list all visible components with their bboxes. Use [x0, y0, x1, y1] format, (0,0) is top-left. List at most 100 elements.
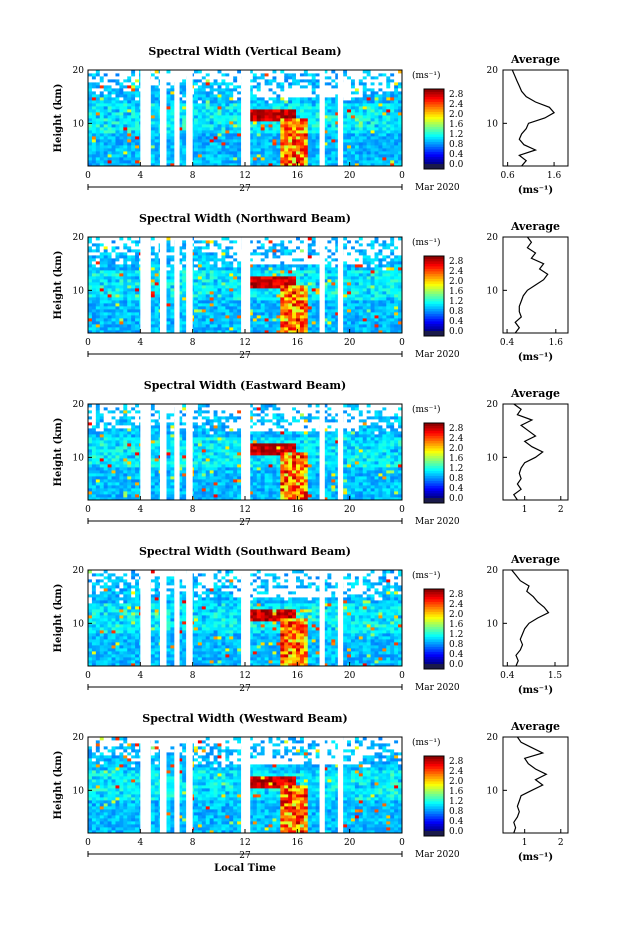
heatmap-cell: [358, 330, 364, 334]
heatmap-cell: [178, 94, 183, 98]
heatmap-cell: [303, 127, 309, 131]
heatmap-cell: [284, 139, 289, 143]
heatmap-cell: [182, 267, 187, 271]
heatmap-cell: [95, 106, 101, 110]
heatmap-cell: [213, 309, 218, 313]
heatmap-cell: [221, 148, 226, 152]
heatmap-cell: [252, 73, 258, 77]
heatmap-cell: [260, 252, 266, 256]
heatmap-cell: [303, 124, 309, 128]
heatmap-cell: [323, 88, 328, 92]
heatmap-cell: [91, 112, 97, 116]
heatmap-cell: [347, 261, 352, 265]
heatmap-cell: [182, 139, 187, 143]
heatmap-cell: [193, 124, 199, 128]
heatmap-cell: [178, 157, 183, 161]
heatmap-cell: [323, 327, 328, 331]
heatmap-cell: [233, 145, 238, 149]
heatmap-cell: [95, 261, 101, 265]
heatmap-cell: [229, 261, 234, 265]
heatmap-cell: [296, 76, 301, 80]
heatmap-cell: [119, 100, 124, 104]
heatmap-cell: [303, 100, 309, 104]
heatmap-cell: [374, 327, 379, 331]
heatmap-cell: [264, 324, 269, 328]
heatmap-cell: [201, 103, 207, 107]
heatmap-cell: [166, 133, 171, 137]
heatmap-cell: [354, 276, 360, 280]
heatmap-cell: [378, 127, 383, 131]
heatmap-cell: [311, 109, 317, 113]
heatmap-cell: [311, 246, 317, 250]
heatmap-cell: [91, 306, 97, 310]
heatmap-cell: [135, 112, 140, 116]
heatmap-cell: [201, 318, 207, 322]
heatmap-cell: [178, 300, 183, 304]
heatmap-cell: [354, 97, 360, 101]
heatmap-cell: [182, 249, 187, 253]
heatmap-cell: [229, 327, 234, 331]
heatmap-cell: [299, 261, 305, 265]
heatmap-cell: [284, 318, 289, 322]
heatmap-cell: [201, 76, 207, 80]
heatmap-cell: [154, 142, 160, 146]
heatmap-cell: [276, 303, 281, 307]
heatmap-cell: [260, 330, 266, 334]
heatmap-cell: [303, 163, 309, 167]
heatmap-cell: [150, 97, 156, 101]
heatmap-cell: [182, 321, 187, 325]
heatmap-cell: [260, 324, 266, 328]
heatmap-cell: [88, 321, 93, 325]
heatmap-cell: [370, 258, 375, 262]
heatmap-cell: [272, 249, 277, 253]
heatmap-cell: [272, 100, 277, 104]
heatmap-cell: [260, 267, 266, 271]
heatmap-cell: [166, 270, 171, 274]
heatmap-cell: [260, 264, 266, 268]
heatmap-cell: [182, 318, 187, 322]
heatmap-cell: [358, 160, 364, 164]
heatmap-cell: [331, 258, 336, 262]
heatmap-cell: [386, 124, 391, 128]
heatmap-cell: [256, 154, 262, 158]
heatmap-cell: [248, 318, 254, 322]
heatmap-cell: [264, 330, 269, 334]
heatmap-cell: [358, 73, 364, 77]
heatmap-cell: [197, 264, 203, 268]
heatmap-cell: [299, 273, 305, 277]
heatmap-cell: [268, 70, 273, 74]
heatmap-cell: [127, 103, 132, 107]
heatmap-cell: [182, 100, 187, 104]
heatmap-cell: [311, 294, 317, 298]
heatmap-cell: [119, 133, 124, 137]
heatmap-cell: [123, 276, 128, 280]
heatmap-cell: [335, 315, 340, 319]
heatmap-cell: [374, 106, 379, 110]
heatmap-cell: [221, 261, 226, 265]
heatmap-cell: [154, 267, 160, 271]
heatmap-cell: [131, 97, 136, 101]
heatmap-cell: [260, 139, 266, 143]
heatmap-cell: [178, 100, 183, 104]
heatmap-cell: [284, 121, 289, 125]
heatmap-cell: [307, 270, 313, 274]
heatmap-cell: [347, 282, 352, 286]
heatmap-cell: [127, 300, 132, 304]
heatmap-cell: [366, 106, 372, 110]
heatmap-cell: [131, 82, 136, 86]
heatmap-cell: [248, 273, 254, 277]
heatmap-cell: [154, 79, 160, 83]
heatmap-cell: [272, 112, 277, 116]
heatmap-cell: [221, 127, 226, 131]
heatmap-cell: [150, 163, 156, 167]
heatmap-cell: [350, 133, 356, 137]
heatmap-cell: [311, 264, 317, 268]
heatmap-cell: [111, 160, 116, 164]
heatmap-cell: [154, 330, 160, 334]
heatmap-cell: [170, 324, 175, 328]
heatmap-cell: [123, 85, 128, 89]
heatmap-cell: [323, 139, 328, 143]
heatmap-cell: [347, 103, 352, 107]
heatmap-cell: [366, 91, 372, 95]
heatmap-cell: [276, 279, 281, 283]
